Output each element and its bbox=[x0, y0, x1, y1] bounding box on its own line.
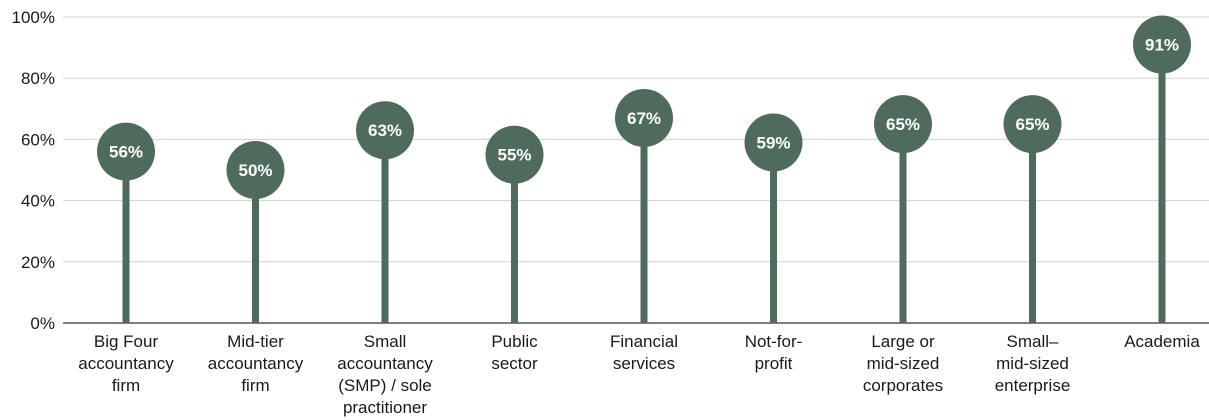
y-tick-label: 80% bbox=[21, 69, 55, 88]
lollipop-stem bbox=[1158, 44, 1166, 323]
lollipop-marker bbox=[356, 101, 414, 160]
data-label: 91% bbox=[1145, 36, 1179, 55]
data-label: 59% bbox=[756, 133, 790, 152]
lollipop-marker bbox=[1003, 95, 1062, 154]
lollipop-marker bbox=[1133, 15, 1191, 74]
category-label-line: Small– bbox=[1007, 332, 1060, 351]
category-label-line: mid-sized bbox=[867, 354, 940, 373]
category-label: Not-for-profit bbox=[745, 332, 803, 373]
category-label: Small accountancy (SMP) / sole practitioner bbox=[337, 332, 433, 417]
y-tick-label: 60% bbox=[21, 130, 55, 149]
lollipop-stem bbox=[122, 151, 130, 323]
data-label: 50% bbox=[238, 161, 272, 180]
category-label-line: (SMP) / sole bbox=[338, 376, 432, 395]
category-label: Financial services bbox=[610, 332, 678, 373]
lollipop-stem bbox=[640, 117, 648, 323]
category-label-line: accountancy bbox=[78, 354, 174, 373]
category-label-line: practitioner bbox=[343, 398, 427, 417]
data-label: 67% bbox=[627, 109, 661, 128]
category-label: Big Four accountancy firm bbox=[78, 332, 174, 395]
category-label-line: firm bbox=[241, 376, 269, 395]
category-label-line: profit bbox=[755, 354, 793, 373]
lollipop-marker bbox=[226, 141, 285, 199]
y-tick-label: 0% bbox=[30, 314, 55, 333]
lollipop-marker bbox=[744, 113, 803, 172]
category-label-line: sector bbox=[491, 354, 538, 373]
lollipop-stem bbox=[381, 130, 389, 323]
category-label-line: accountancy bbox=[208, 354, 304, 373]
lollipop-marker bbox=[97, 122, 155, 181]
category-label-line: firm bbox=[112, 376, 140, 395]
category-label-line: Not-for- bbox=[745, 332, 803, 351]
category-label-line: Financial bbox=[610, 332, 678, 351]
category-label-line: Big Four bbox=[94, 332, 159, 351]
category-label-line: mid-sized bbox=[996, 354, 1069, 373]
data-label: 55% bbox=[497, 146, 531, 165]
category-label: Small– mid-sized enterprise bbox=[995, 332, 1071, 395]
y-tick-label: 20% bbox=[21, 253, 55, 272]
data-label: 65% bbox=[886, 115, 920, 134]
category-label-line: services bbox=[613, 354, 675, 373]
category-label-line: Mid-tier bbox=[227, 332, 284, 351]
category-label-line: corporates bbox=[863, 376, 943, 395]
lollipop-stem bbox=[1029, 124, 1036, 323]
y-tick-label: 100% bbox=[12, 8, 55, 27]
data-label: 65% bbox=[1015, 115, 1049, 134]
category-label-line: enterprise bbox=[995, 376, 1071, 395]
lollipop-marker bbox=[615, 88, 673, 147]
category-label: Large or mid-sized corporates bbox=[863, 332, 943, 395]
lollipop-marker bbox=[874, 95, 932, 154]
lollipop-marker bbox=[485, 125, 544, 184]
category-label-line: Public bbox=[491, 332, 538, 351]
category-label-line: Small bbox=[364, 332, 407, 351]
category-label-line: Academia bbox=[1124, 332, 1200, 351]
data-label: 63% bbox=[368, 121, 402, 140]
category-label: Academia bbox=[1124, 332, 1200, 351]
category-label: Mid-tier accountancy firm bbox=[208, 332, 304, 395]
lollipop-stem bbox=[899, 124, 907, 323]
data-label: 56% bbox=[109, 143, 143, 162]
lollipop-stem bbox=[252, 170, 259, 323]
y-tick-label: 40% bbox=[21, 192, 55, 211]
category-label-line: accountancy bbox=[337, 354, 433, 373]
lollipop-stem bbox=[770, 142, 777, 323]
category-label-line: Large or bbox=[871, 332, 935, 351]
lollipop-stem bbox=[511, 154, 518, 323]
category-label: Public sector bbox=[491, 332, 538, 373]
